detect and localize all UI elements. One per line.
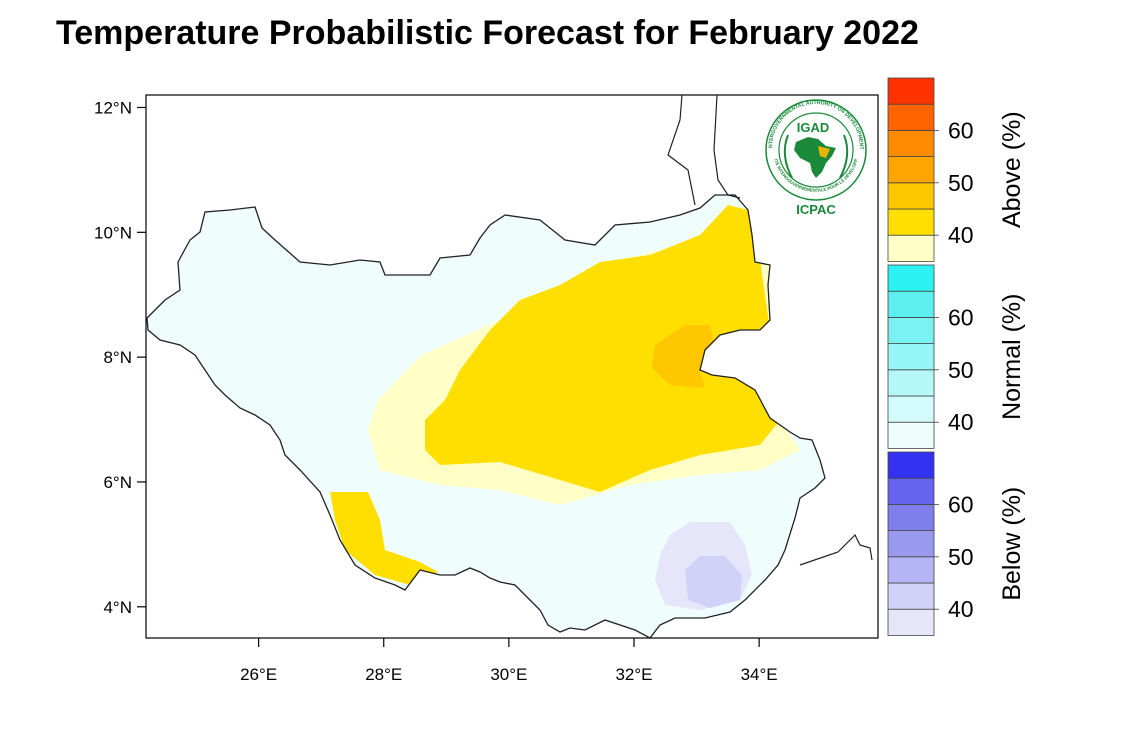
- legend-swatch: [887, 343, 935, 371]
- legend-value-label: 40: [948, 596, 974, 622]
- legend-value-label: 40: [948, 409, 974, 435]
- lat-tick-label: 12°N: [94, 98, 132, 117]
- africa-map-icon: [794, 137, 836, 178]
- legend-swatch: [887, 608, 935, 636]
- legend-swatch: [887, 369, 935, 397]
- legend-swatch: [887, 182, 935, 210]
- legend-group-title: Below (%): [998, 487, 1026, 601]
- legend-swatch: [887, 395, 935, 423]
- legend-swatch: [887, 451, 935, 479]
- country-border: [146, 194, 826, 639]
- legend-swatch: [887, 103, 935, 131]
- legend-swatch: [887, 503, 935, 531]
- lat-tick-label: 6°N: [103, 473, 132, 492]
- legend-swatch: [887, 582, 935, 610]
- legend-value-label: 40: [948, 222, 974, 248]
- latitude-axis: 12°N 10°N 8°N 6°N 4°N: [94, 98, 146, 617]
- legend-swatch: [887, 290, 935, 318]
- lon-tick-label: 34°E: [741, 665, 778, 684]
- lat-tick-label: 10°N: [94, 223, 132, 242]
- legend-swatch: [887, 556, 935, 584]
- page-title: Temperature Probabilistic Forecast for F…: [56, 14, 919, 52]
- legend-swatch: [887, 530, 935, 558]
- legend-swatch: [887, 234, 935, 262]
- logo-icpac-text: ICPAC: [796, 202, 836, 217]
- legend-group: 40 50 60 Below (%): [887, 451, 1026, 636]
- legend-value-label: 50: [948, 357, 974, 383]
- lon-tick-label: 26°E: [240, 665, 277, 684]
- lat-tick-label: 8°N: [103, 348, 132, 367]
- legend-group: 40 50 60 Normal (%): [887, 264, 1026, 449]
- legend-group-title: Above (%): [998, 111, 1026, 228]
- legend-group: 40 50 60 Above (%): [887, 77, 1026, 262]
- legend-swatch: [887, 316, 935, 344]
- legend-value-label: 60: [948, 304, 974, 330]
- legend-swatch: [887, 421, 935, 449]
- laurel-right-icon: [839, 134, 849, 179]
- legend-swatch: [887, 156, 935, 184]
- legend-group-title: Normal (%): [998, 293, 1026, 419]
- above-45-region-southwest: [330, 492, 438, 585]
- legend-value-label: 50: [948, 544, 974, 570]
- lat-tick-label: 4°N: [103, 598, 132, 617]
- legend-value-label: 60: [948, 491, 974, 517]
- legend-swatch: [887, 208, 935, 236]
- legend-swatch: [887, 77, 935, 105]
- horn-region-icon: [818, 146, 830, 158]
- lon-tick-label: 32°E: [615, 665, 652, 684]
- legend-swatch: [887, 264, 935, 292]
- probability-legend: 40 50 60 Above (%) 40 50 60 Normal (%) 40 50 60 Bel…: [887, 77, 1026, 636]
- logo-igad-text: IGAD: [797, 120, 830, 135]
- lon-tick-label: 28°E: [365, 665, 402, 684]
- laurel-left-icon: [783, 134, 793, 179]
- southeast-border-line: [799, 533, 873, 566]
- longitude-axis: 26°E 28°E 30°E 32°E 34°E: [240, 638, 778, 684]
- lon-tick-label: 30°E: [490, 665, 527, 684]
- above-45-region-central: [425, 205, 780, 492]
- legend-value-label: 60: [948, 117, 974, 143]
- legend-value-label: 50: [948, 170, 974, 196]
- above-50-region-east: [652, 325, 715, 388]
- legend-swatch: [887, 477, 935, 505]
- north-border-line: [667, 94, 741, 206]
- legend-swatch: [887, 129, 935, 157]
- below-45-region-south: [685, 556, 742, 608]
